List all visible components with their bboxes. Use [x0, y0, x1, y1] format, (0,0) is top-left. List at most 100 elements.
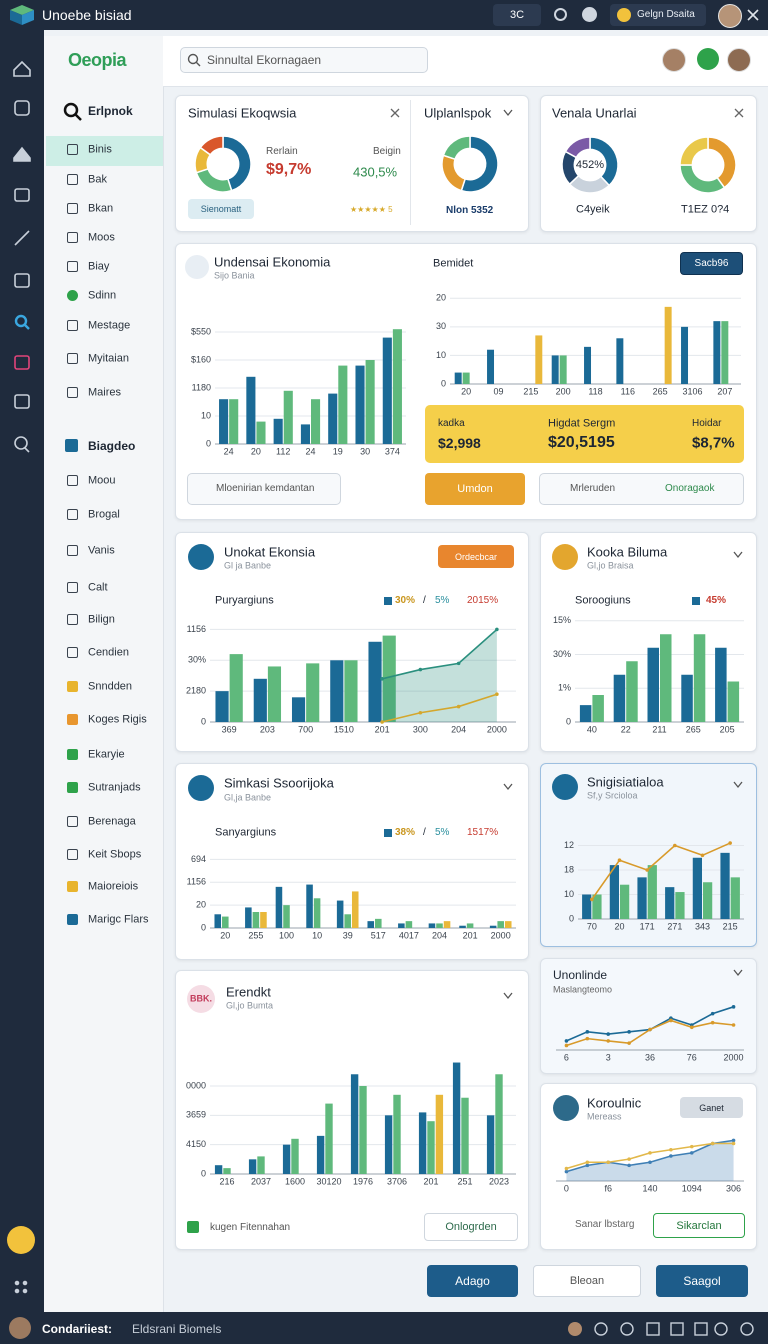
nav-item[interactable]: Sdinn — [88, 289, 117, 302]
input[interactable] — [539, 473, 744, 505]
line — [381, 628, 498, 680]
avatar[interactable] — [718, 4, 742, 28]
brand-logo: Oeopia — [68, 50, 127, 70]
x-tick-label: 201 — [463, 930, 478, 940]
button[interactable]: Umdon — [425, 473, 525, 505]
button[interactable]: Sienomatt — [188, 199, 254, 219]
nav-item[interactable]: Calt — [88, 581, 108, 594]
x-tick-label: 2037 — [251, 1176, 271, 1186]
y-tick-label: 1% — [558, 683, 571, 693]
bar — [256, 421, 266, 444]
chevron[interactable] — [503, 109, 513, 117]
bar — [355, 365, 365, 444]
chevron[interactable] — [733, 551, 743, 559]
nav-item[interactable]: Moos — [88, 231, 115, 244]
nav-group[interactable]: Erlpnok — [88, 104, 133, 118]
chevron[interactable] — [733, 781, 743, 789]
user-pill[interactable] — [610, 4, 706, 26]
y-tick-label: 0 — [566, 716, 571, 726]
nav-item[interactable]: Moou — [88, 474, 116, 487]
secondary-button[interactable]: Saagol — [656, 1265, 748, 1297]
input[interactable] — [187, 473, 341, 505]
nav-item[interactable]: Koges Rigis — [88, 713, 147, 726]
point — [585, 1036, 590, 1041]
nav-item[interactable]: Keit Sbops — [88, 848, 142, 861]
point — [648, 1160, 652, 1165]
y-tick-label: 0 — [201, 922, 206, 932]
point — [731, 1023, 736, 1027]
avatar[interactable] — [727, 48, 751, 72]
close-icon[interactable] — [747, 9, 759, 21]
nav-item[interactable]: Maires — [88, 386, 122, 399]
bar-chart: 0 10 1180 $160 $550 24 20 112 24 19 30 374 — [185, 298, 410, 458]
nav-icon — [67, 387, 78, 398]
close-icon[interactable] — [390, 108, 400, 118]
nav-item[interactable]: Maioreiois — [88, 880, 139, 893]
point — [585, 1030, 590, 1034]
nav-item[interactable]: Cendien — [88, 646, 129, 659]
user-name: Gelgn Dsaita — [637, 9, 695, 20]
nav-item[interactable]: Vanis — [88, 544, 115, 557]
nav-item[interactable]: Mestage — [88, 319, 131, 332]
nav-icon — [67, 782, 78, 793]
y-tick-label: 1156 — [187, 624, 206, 634]
legend-text: 5% — [435, 595, 450, 606]
nav-item[interactable]: Binis — [88, 143, 112, 156]
x-tick-label: 271 — [667, 921, 682, 931]
nav-item[interactable]: Sutranjads — [88, 781, 141, 794]
primary-button[interactable]: Adago — [427, 1265, 518, 1297]
nav-item[interactable]: Berenaga — [88, 815, 136, 828]
stat-label: Beigin — [373, 146, 401, 157]
bar — [257, 1156, 265, 1174]
bar — [328, 393, 338, 444]
bar — [692, 857, 702, 919]
nav-group[interactable]: Biagdeo — [88, 439, 136, 453]
chart-svg: 0 2180 30% 1156 369 203 700 1510 201 300 204 2000 — [186, 624, 516, 734]
footer-text: kugen Fitennahan — [210, 1222, 291, 1233]
footer-icons[interactable] — [565, 1320, 760, 1338]
nav-item[interactable]: Bilign — [88, 613, 115, 626]
x-tick-label: 40 — [587, 724, 597, 734]
x-tick-label: 204 — [451, 724, 466, 734]
bar — [219, 399, 229, 444]
point — [606, 1039, 611, 1043]
nav-item[interactable]: Ekaryie — [88, 748, 125, 761]
link[interactable]: Onoragaok — [665, 483, 715, 494]
bar — [282, 1144, 291, 1174]
line-chart: 6 3 36 76 2000 — [550, 994, 748, 1064]
nav-item[interactable]: Bkan — [88, 202, 114, 215]
point — [627, 1041, 631, 1045]
nav-item[interactable]: Snndden — [88, 680, 133, 693]
chevron[interactable] — [503, 992, 513, 1000]
dropdown[interactable]: Onlogrden — [424, 1213, 518, 1241]
button[interactable]: Ganet — [680, 1097, 743, 1118]
close-icon[interactable] — [734, 108, 744, 118]
button[interactable]: Sacb96 — [680, 252, 743, 275]
card — [540, 958, 757, 1074]
bar — [418, 1112, 427, 1174]
nav-icon — [67, 614, 78, 625]
button[interactable]: Ordecbcar — [438, 545, 514, 568]
nav-item[interactable]: Biay — [88, 260, 110, 273]
nav-item[interactable]: Marigc Flars — [88, 913, 149, 926]
point — [731, 1005, 736, 1009]
card-subtitle: Maslangteomo — [553, 984, 613, 995]
refresh-icon[interactable] — [554, 8, 567, 21]
nav-item[interactable]: Bak — [88, 173, 107, 186]
dropdown-label: Onlogrden — [445, 1221, 497, 1233]
nav-item[interactable]: Brogal — [88, 508, 120, 521]
bar — [368, 641, 382, 722]
badge-button[interactable]: 3C — [493, 4, 541, 26]
x-tick-label: 22 — [621, 724, 631, 734]
nav-item[interactable]: Myitaian — [88, 352, 129, 365]
chevron[interactable] — [503, 783, 513, 791]
x-tick-label: 76 — [687, 1052, 697, 1062]
button[interactable]: Sikarclan — [653, 1213, 745, 1238]
settings-icon[interactable] — [582, 7, 597, 22]
status-icon[interactable] — [697, 48, 719, 70]
dropdown[interactable]: Bleoan — [533, 1265, 641, 1297]
avatar[interactable] — [662, 48, 686, 72]
bar — [338, 365, 348, 444]
chevron[interactable] — [733, 969, 743, 977]
search-box[interactable] — [180, 47, 428, 73]
